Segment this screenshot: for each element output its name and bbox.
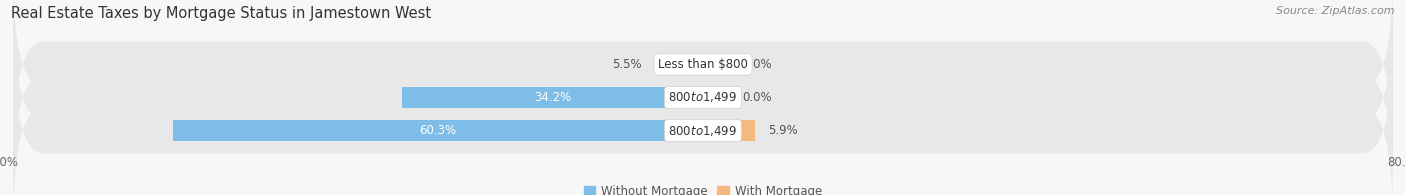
Legend: Without Mortgage, With Mortgage: Without Mortgage, With Mortgage: [579, 181, 827, 195]
Bar: [655, 54, 703, 75]
Text: Less than $800: Less than $800: [658, 58, 748, 71]
FancyBboxPatch shape: [13, 38, 1393, 195]
Bar: [173, 120, 703, 141]
Text: 34.2%: 34.2%: [534, 91, 571, 104]
Bar: [703, 120, 755, 141]
Text: 5.5%: 5.5%: [612, 58, 641, 71]
Bar: [703, 87, 730, 108]
Text: $800 to $1,499: $800 to $1,499: [668, 124, 738, 138]
Text: $800 to $1,499: $800 to $1,499: [668, 90, 738, 105]
Text: 60.3%: 60.3%: [419, 124, 457, 137]
Bar: [402, 87, 703, 108]
Text: Real Estate Taxes by Mortgage Status in Jamestown West: Real Estate Taxes by Mortgage Status in …: [11, 6, 432, 21]
FancyBboxPatch shape: [13, 4, 1393, 191]
Bar: [703, 54, 730, 75]
Text: 0.0%: 0.0%: [742, 58, 772, 71]
Text: 5.9%: 5.9%: [768, 124, 797, 137]
Text: 0.0%: 0.0%: [742, 91, 772, 104]
FancyBboxPatch shape: [13, 0, 1393, 157]
Text: Source: ZipAtlas.com: Source: ZipAtlas.com: [1277, 6, 1395, 16]
